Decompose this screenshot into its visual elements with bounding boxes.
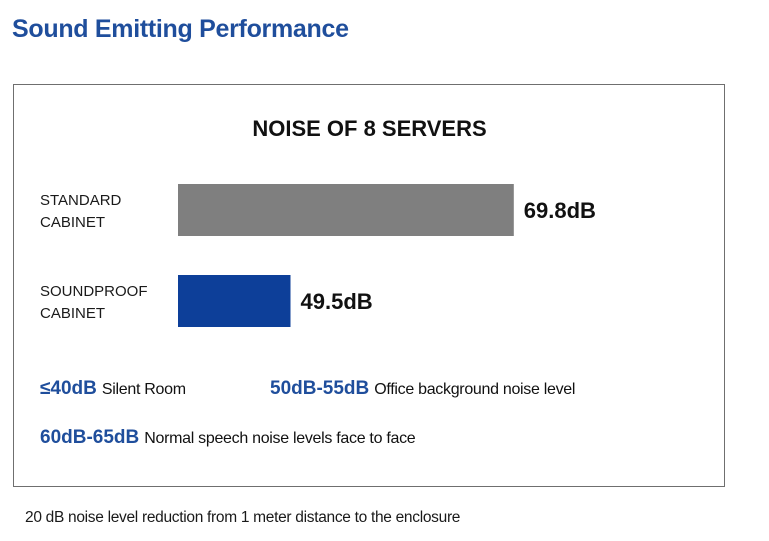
- category-label-1-line-1: CABINET: [40, 305, 105, 322]
- legend-desc: Normal speech noise levels face to face: [144, 430, 416, 447]
- bar-0: [178, 184, 514, 236]
- value-label-1: 49.5dB: [301, 289, 373, 314]
- legend-desc: Office background noise level: [374, 381, 576, 398]
- legend-item-office-noise: 50dB-55dB Office background noise level: [270, 378, 575, 400]
- page-title: Sound Emitting Performance: [12, 15, 349, 43]
- legend-level: ≤40dB: [40, 378, 97, 399]
- chart-title: NOISE OF 8 SERVERS: [252, 116, 487, 141]
- legend-desc: Silent Room: [101, 381, 186, 398]
- legend-level: 60dB-65dB: [40, 427, 140, 448]
- legend-level: 50dB-55dB: [270, 378, 370, 399]
- footnote: 20 dB noise level reduction from 1 meter…: [25, 509, 461, 526]
- legend-item-speech-noise: 60dB-65dB Normal speech noise levels face…: [40, 427, 416, 449]
- chart-frame: [13, 84, 725, 487]
- bar-1: [178, 275, 291, 327]
- legend-item-silent-room: ≤40dB Silent Room: [40, 378, 186, 400]
- category-label-1-line-0: SOUNDPROOF: [40, 283, 148, 300]
- value-label-0: 69.8dB: [524, 198, 596, 223]
- category-label-0-line-0: STANDARD: [40, 192, 122, 209]
- category-label-0-line-1: CABINET: [40, 214, 105, 231]
